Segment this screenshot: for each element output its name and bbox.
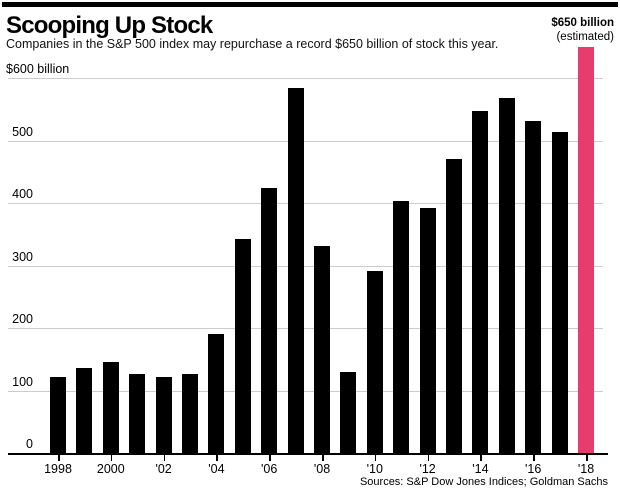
gridline-100 — [8, 391, 603, 392]
x-axis-label-02: '02 — [155, 462, 172, 476]
bar-2017 — [551, 132, 568, 453]
chart-title: Scooping Up Stock — [6, 12, 213, 39]
bar-2001 — [129, 374, 146, 453]
source-line: Sources: S&P Dow Jones Indices; Goldman … — [359, 476, 608, 488]
x-axis-label-12: '12 — [419, 462, 436, 476]
bar-2018 — [578, 47, 594, 453]
y-axis-label-100: 100 — [12, 375, 33, 389]
bar-1999 — [76, 368, 93, 453]
bar-2007 — [287, 87, 304, 453]
bar-2009 — [340, 372, 357, 453]
annotation-estimated-note: (estimated) — [556, 30, 614, 43]
x-tick-1998 — [58, 455, 60, 461]
x-axis-label-08: '08 — [313, 462, 331, 476]
x-tick-10 — [374, 455, 377, 461]
x-axis-label-04: '04 — [208, 462, 225, 476]
bar-2006 — [261, 188, 278, 453]
gridline-300 — [8, 266, 603, 267]
highlight-annotation: $650 billion (estimated) — [551, 17, 614, 44]
bar-2013 — [446, 159, 462, 453]
gridline-400 — [8, 203, 603, 204]
bar-2000 — [102, 362, 119, 453]
top-rule — [2, 2, 618, 7]
bar-2008 — [314, 245, 330, 453]
bar-2010 — [366, 271, 383, 453]
y-axis-label-400: 400 — [12, 187, 33, 201]
x-axis-label-1998: 1998 — [44, 462, 72, 476]
bar-2012 — [419, 208, 436, 453]
bar-2005 — [234, 238, 251, 453]
x-axis-label-2000: 2000 — [96, 462, 125, 476]
x-tick-08 — [322, 455, 324, 461]
gridline-500 — [8, 141, 603, 142]
bar-2011 — [393, 201, 410, 453]
x-tick-12 — [427, 455, 430, 461]
x-tick-06 — [269, 455, 271, 461]
bar-2003 — [182, 374, 198, 453]
x-tick-2000 — [110, 455, 113, 461]
x-axis-label-06: '06 — [261, 462, 278, 476]
y-axis-label-0: 0 — [26, 437, 33, 451]
x-axis-label-18: '18 — [577, 462, 595, 476]
x-axis-label-10: '10 — [366, 462, 383, 476]
y-axis-label-200: 200 — [12, 312, 33, 326]
y-axis-label-600: $600 billion — [6, 62, 70, 76]
y-axis-label-300: 300 — [12, 250, 33, 264]
bar-2016 — [525, 121, 542, 453]
x-axis-label-14: '14 — [472, 462, 489, 476]
bar-2004 — [208, 334, 225, 453]
x-axis-label-16: '16 — [525, 462, 542, 476]
bar-2015 — [498, 98, 515, 453]
x-tick-18 — [586, 455, 588, 461]
x-axis-line — [8, 453, 608, 455]
annotation-value-label: $650 billion — [551, 17, 614, 29]
x-tick-14 — [480, 455, 482, 461]
bar-2002 — [155, 377, 172, 453]
gridline-200 — [8, 328, 603, 329]
bar-2014 — [472, 110, 489, 453]
x-tick-02 — [163, 455, 166, 461]
x-tick-16 — [533, 455, 535, 461]
x-tick-04 — [216, 455, 218, 461]
y-axis-label-500: 500 — [12, 125, 33, 139]
bar-1998 — [50, 377, 66, 453]
chart-subtitle: Companies in the S&P 500 index may repur… — [6, 37, 499, 51]
gridline-600 — [8, 78, 603, 79]
